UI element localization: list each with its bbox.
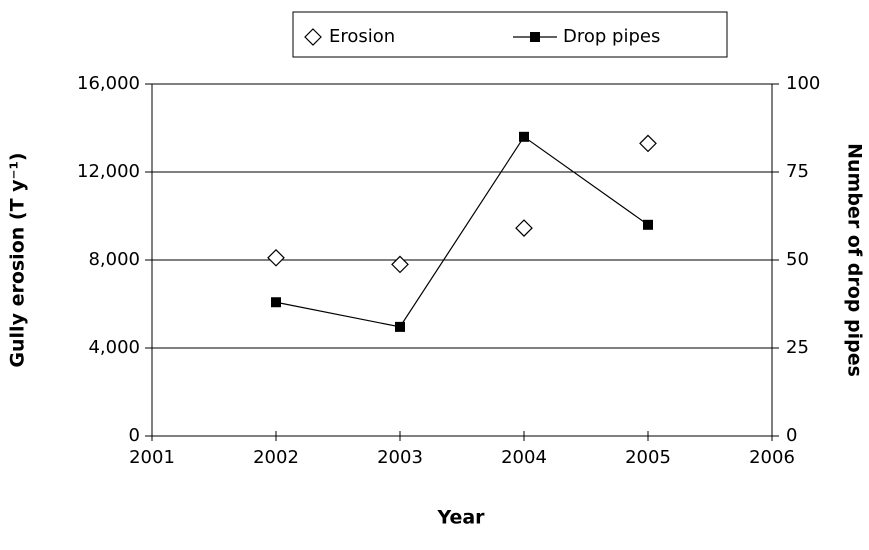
data-point (639, 134, 657, 153)
x-tick-label: 2003 (377, 447, 423, 468)
y2-tick-label: 75 (786, 161, 809, 182)
x-tick-label: 2002 (253, 447, 299, 468)
legend-marker (304, 28, 322, 46)
legend-box (292, 11, 728, 58)
x-tick-label: 2001 (129, 447, 175, 468)
y-axis-title: Gully erosion (T y⁻¹) (7, 152, 29, 367)
data-point (519, 131, 529, 142)
x-tick-label: 2004 (501, 447, 547, 468)
y2-tick-label: 25 (786, 337, 809, 358)
data-point (395, 321, 405, 332)
series-line (275, 135, 649, 328)
data-point (515, 219, 533, 237)
y-tick-label: 8,000 (88, 249, 140, 270)
y2-tick-label: 0 (786, 425, 797, 446)
data-point (267, 248, 285, 267)
y2-axis-title: Number of drop pipes (844, 143, 866, 377)
data-point (391, 255, 409, 274)
x-tick-label: 2005 (625, 447, 671, 468)
data-point (643, 219, 653, 230)
y-tick-label: 16,000 (77, 73, 140, 94)
x-tick-label: 2006 (749, 447, 795, 468)
legend-marker (530, 32, 540, 42)
x-axis-title: Year (436, 507, 485, 529)
y-tick-label: 0 (129, 425, 140, 446)
legend-label: Drop pipes (563, 26, 660, 47)
y2-tick-label: 100 (786, 73, 820, 94)
y2-tick-label: 50 (786, 249, 809, 270)
y-tick-label: 4,000 (88, 337, 140, 358)
y-tick-label: 12,000 (77, 161, 140, 182)
data-point (271, 297, 281, 308)
legend-label: Erosion (329, 26, 395, 47)
